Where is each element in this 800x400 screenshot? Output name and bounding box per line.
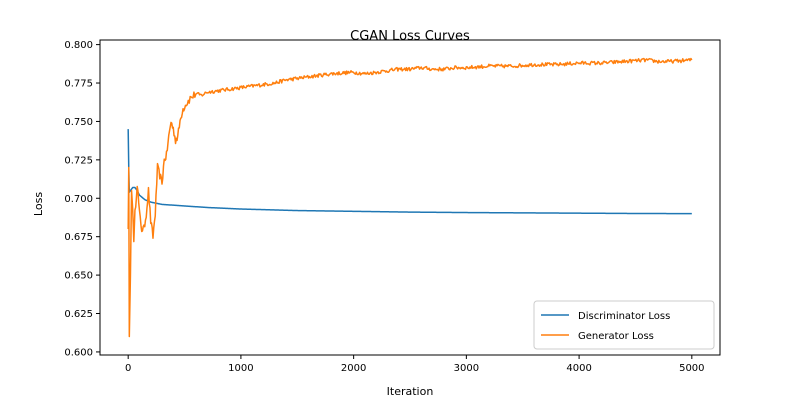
x-tick-label: 5000 — [679, 363, 704, 374]
y-axis-label: Loss — [32, 192, 45, 216]
y-axis-ticks: 0.600 0.625 0.650 0.675 0.700 0.725 0.750 0.775… — [64, 40, 100, 358]
x-axis-ticks: 0 1000 2000 3000 4000 5000 — [125, 355, 705, 374]
x-tick-label: 2000 — [341, 363, 366, 374]
series-line-discriminator-loss — [127, 129, 692, 215]
y-tick-label: 0.600 — [64, 347, 93, 358]
series-line-generator-loss — [127, 57, 693, 338]
y-tick-label: 0.775 — [64, 79, 93, 90]
x-tick-label: 4000 — [566, 363, 591, 374]
x-axis-label: Iteration — [387, 385, 434, 398]
chart-title: CGAN Loss Curves — [350, 29, 470, 44]
y-tick-label: 0.625 — [64, 309, 93, 320]
x-tick-label: 0 — [125, 363, 131, 374]
x-tick-label: 1000 — [228, 363, 253, 374]
series-layer — [127, 57, 693, 338]
y-tick-label: 0.725 — [64, 155, 93, 166]
y-tick-label: 0.700 — [64, 194, 93, 205]
legend: Discriminator Loss Generator Loss — [533, 300, 715, 350]
plot-frame — [99, 39, 721, 356]
legend-label-discriminator: Discriminator Loss — [578, 311, 670, 322]
axes-layer — [99, 39, 721, 356]
legend-box — [533, 300, 715, 350]
legend-label-generator: Generator Loss — [578, 331, 654, 342]
y-tick-label: 0.750 — [64, 117, 93, 128]
y-tick-label: 0.800 — [64, 40, 93, 51]
y-tick-label: 0.675 — [64, 232, 93, 243]
y-tick-label: 0.650 — [64, 271, 93, 282]
x-tick-label: 3000 — [454, 363, 479, 374]
